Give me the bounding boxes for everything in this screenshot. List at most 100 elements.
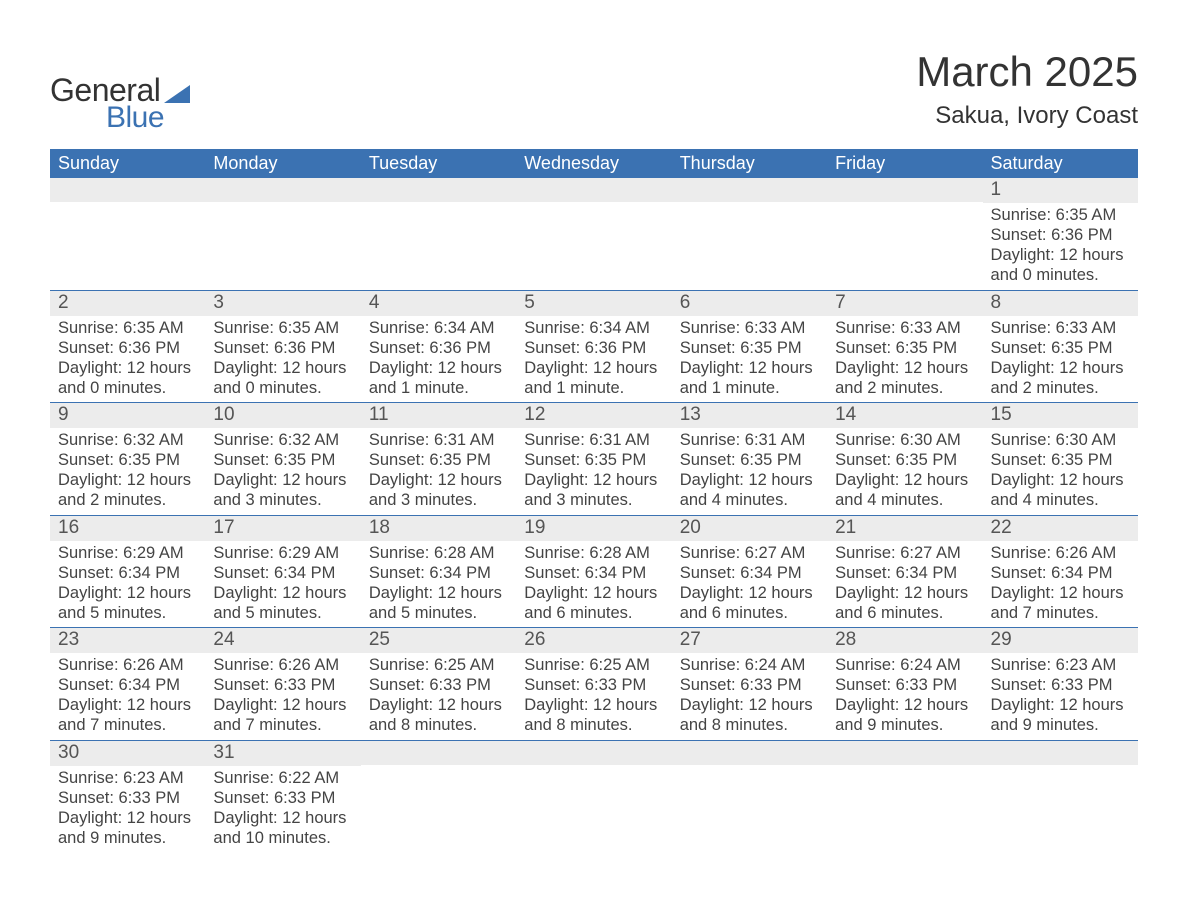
month-title: March 2025 [916,48,1138,96]
calendar-cell: 23Sunrise: 6:26 AMSunset: 6:34 PMDayligh… [50,628,205,741]
weekday-header: Monday [205,149,360,178]
calendar-cell: 17Sunrise: 6:29 AMSunset: 6:34 PMDayligh… [205,515,360,628]
day-number: 4 [361,291,516,316]
day-number [516,178,671,202]
day-details: Sunrise: 6:35 AMSunset: 6:36 PMDaylight:… [983,203,1138,290]
page-header: General Blue March 2025 Sakua, Ivory Coa… [50,44,1138,135]
day-details: Sunrise: 6:33 AMSunset: 6:35 PMDaylight:… [983,316,1138,403]
day-number [983,741,1138,765]
weekday-header: Friday [827,149,982,178]
day-details [516,765,671,843]
calendar-cell: 6Sunrise: 6:33 AMSunset: 6:35 PMDaylight… [672,290,827,403]
day-number [361,741,516,765]
day-number: 15 [983,403,1138,428]
day-details: Sunrise: 6:24 AMSunset: 6:33 PMDaylight:… [827,653,982,740]
day-number: 12 [516,403,671,428]
day-number: 23 [50,628,205,653]
day-details: Sunrise: 6:34 AMSunset: 6:36 PMDaylight:… [361,316,516,403]
day-number: 19 [516,516,671,541]
day-number [827,178,982,202]
day-details [361,202,516,280]
calendar-cell: 26Sunrise: 6:25 AMSunset: 6:33 PMDayligh… [516,628,671,741]
day-number [672,741,827,765]
calendar-cell: 16Sunrise: 6:29 AMSunset: 6:34 PMDayligh… [50,515,205,628]
day-number: 10 [205,403,360,428]
day-details [361,765,516,843]
weekday-header: Sunday [50,149,205,178]
calendar-cell: 9Sunrise: 6:32 AMSunset: 6:35 PMDaylight… [50,403,205,516]
calendar-cell [205,178,360,290]
day-details [205,202,360,280]
day-number: 29 [983,628,1138,653]
calendar-cell: 20Sunrise: 6:27 AMSunset: 6:34 PMDayligh… [672,515,827,628]
calendar-cell [516,740,671,852]
day-number: 6 [672,291,827,316]
day-number: 2 [50,291,205,316]
day-details: Sunrise: 6:33 AMSunset: 6:35 PMDaylight:… [672,316,827,403]
day-details [672,202,827,280]
calendar-cell: 11Sunrise: 6:31 AMSunset: 6:35 PMDayligh… [361,403,516,516]
day-number: 8 [983,291,1138,316]
day-number: 18 [361,516,516,541]
calendar-cell: 31Sunrise: 6:22 AMSunset: 6:33 PMDayligh… [205,740,360,852]
day-number [827,741,982,765]
day-number: 22 [983,516,1138,541]
day-number: 27 [672,628,827,653]
day-number [50,178,205,202]
calendar-cell: 25Sunrise: 6:25 AMSunset: 6:33 PMDayligh… [361,628,516,741]
day-details: Sunrise: 6:23 AMSunset: 6:33 PMDaylight:… [983,653,1138,740]
day-details: Sunrise: 6:34 AMSunset: 6:36 PMDaylight:… [516,316,671,403]
day-details: Sunrise: 6:31 AMSunset: 6:35 PMDaylight:… [516,428,671,515]
day-details: Sunrise: 6:31 AMSunset: 6:35 PMDaylight:… [672,428,827,515]
calendar-cell: 7Sunrise: 6:33 AMSunset: 6:35 PMDaylight… [827,290,982,403]
day-details: Sunrise: 6:27 AMSunset: 6:34 PMDaylight:… [827,541,982,628]
day-details: Sunrise: 6:32 AMSunset: 6:35 PMDaylight:… [50,428,205,515]
day-number: 7 [827,291,982,316]
day-number: 24 [205,628,360,653]
day-number: 16 [50,516,205,541]
weekday-header: Saturday [983,149,1138,178]
day-number: 28 [827,628,982,653]
calendar-cell: 21Sunrise: 6:27 AMSunset: 6:34 PMDayligh… [827,515,982,628]
day-details: Sunrise: 6:22 AMSunset: 6:33 PMDaylight:… [205,766,360,853]
calendar-cell [50,178,205,290]
day-details: Sunrise: 6:28 AMSunset: 6:34 PMDaylight:… [516,541,671,628]
day-number: 11 [361,403,516,428]
day-details: Sunrise: 6:25 AMSunset: 6:33 PMDaylight:… [516,653,671,740]
brand-logo: General Blue [50,72,190,135]
calendar-cell: 18Sunrise: 6:28 AMSunset: 6:34 PMDayligh… [361,515,516,628]
day-number [205,178,360,202]
calendar-cell: 10Sunrise: 6:32 AMSunset: 6:35 PMDayligh… [205,403,360,516]
day-number: 17 [205,516,360,541]
day-details: Sunrise: 6:35 AMSunset: 6:36 PMDaylight:… [50,316,205,403]
day-details: Sunrise: 6:26 AMSunset: 6:34 PMDaylight:… [50,653,205,740]
day-details: Sunrise: 6:35 AMSunset: 6:36 PMDaylight:… [205,316,360,403]
calendar-cell: 2Sunrise: 6:35 AMSunset: 6:36 PMDaylight… [50,290,205,403]
day-number: 1 [983,178,1138,203]
day-number: 31 [205,741,360,766]
calendar-cell [983,740,1138,852]
day-details: Sunrise: 6:29 AMSunset: 6:34 PMDaylight:… [205,541,360,628]
triangle-icon [164,83,190,103]
day-number: 14 [827,403,982,428]
calendar-cell: 13Sunrise: 6:31 AMSunset: 6:35 PMDayligh… [672,403,827,516]
calendar-cell: 8Sunrise: 6:33 AMSunset: 6:35 PMDaylight… [983,290,1138,403]
day-number [672,178,827,202]
calendar-cell: 30Sunrise: 6:23 AMSunset: 6:33 PMDayligh… [50,740,205,852]
day-number: 25 [361,628,516,653]
calendar-cell [361,178,516,290]
calendar-cell: 19Sunrise: 6:28 AMSunset: 6:34 PMDayligh… [516,515,671,628]
day-details: Sunrise: 6:28 AMSunset: 6:34 PMDaylight:… [361,541,516,628]
calendar-table: SundayMondayTuesdayWednesdayThursdayFrid… [50,149,1138,852]
calendar-cell: 15Sunrise: 6:30 AMSunset: 6:35 PMDayligh… [983,403,1138,516]
day-details [516,202,671,280]
calendar-cell: 28Sunrise: 6:24 AMSunset: 6:33 PMDayligh… [827,628,982,741]
day-details: Sunrise: 6:24 AMSunset: 6:33 PMDaylight:… [672,653,827,740]
day-details: Sunrise: 6:23 AMSunset: 6:33 PMDaylight:… [50,766,205,853]
weekday-header: Thursday [672,149,827,178]
calendar-cell: 27Sunrise: 6:24 AMSunset: 6:33 PMDayligh… [672,628,827,741]
day-details: Sunrise: 6:27 AMSunset: 6:34 PMDaylight:… [672,541,827,628]
day-number: 26 [516,628,671,653]
calendar-cell: 22Sunrise: 6:26 AMSunset: 6:34 PMDayligh… [983,515,1138,628]
day-number: 21 [827,516,982,541]
